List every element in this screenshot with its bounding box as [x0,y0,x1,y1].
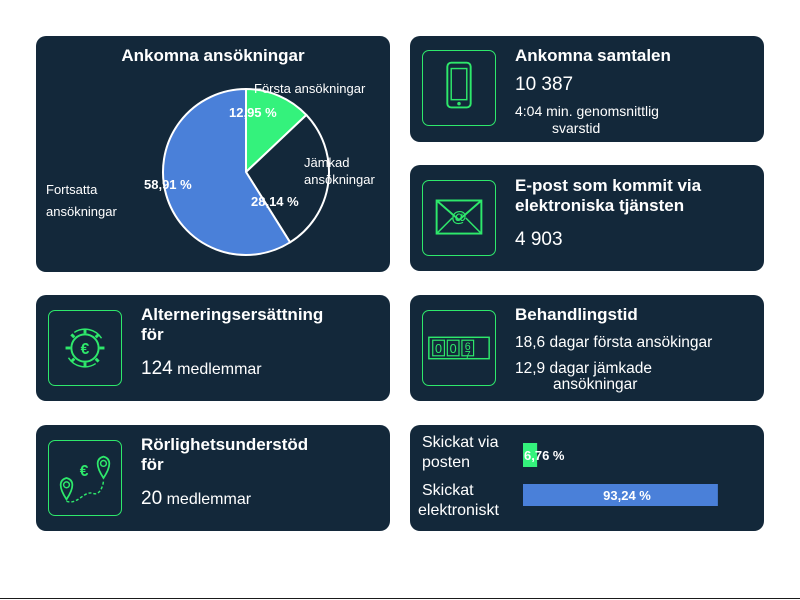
alternation-title-line2: för [141,325,164,344]
alternation-card: € Alterneringsersättning för 124 medlemm… [36,295,390,401]
alternation-title-line1: Alterneringsersättning [141,305,324,324]
calls-count: 10 387 [515,74,574,95]
mobility-value: 20 medlemmar [141,488,251,510]
alternation-count: 124 [141,358,173,379]
email-count: 4 903 [515,229,563,250]
sending-elec-line2: elektroniskt [418,502,499,519]
pie-slice-first [245,87,308,175]
processing-card: 0 0 6 7 Behandlingstid 18,6 dagar första… [410,295,764,401]
sending-post-line1: Skickat via [422,434,499,451]
bar-elec [523,484,718,506]
svg-text:€: € [80,463,89,480]
pie-value-continued: 58,91 % [144,177,192,192]
counter-digit-1: 0 [435,342,442,356]
sending-elec-line1: Skickat [422,482,474,499]
email-icon: @ [422,180,496,256]
calls-title: Ankomna samtalen [515,46,671,65]
mobility-title-line1: Rörlighetsunderstöd [141,435,309,454]
alternation-value: 124 medlemmar [141,358,262,380]
counter-digit-4: 7 [465,350,471,362]
counter-digit-3: 6 [465,341,471,353]
mobility-count: 20 [141,488,163,509]
euro-gear-icon: € [48,310,122,386]
pie-value-first: 12,95 % [229,105,277,120]
bar-post [523,443,538,467]
sending-card: Skickat via posten Skickat elektroniskt … [410,425,764,531]
calls-avg-line1: 4:04 min. genomsnittlig [515,103,659,119]
counter-digit-2: 0 [450,342,457,356]
mobility-unit: medlemmar [166,491,252,508]
applications-card: Ankomna ansökningar Första ansökningar J… [36,36,390,272]
calls-card: Ankomna samtalen 10 387 4:04 min. genoms… [410,36,764,142]
bar-value-elec: 93,24 % [603,488,651,503]
email-title-line1: E-post som kommit via [515,176,702,195]
phone-icon [422,50,496,126]
sending-post-line2: posten [422,454,471,471]
mobility-title-line2: för [141,455,164,474]
pie-label-continued-1: Fortsatta [46,182,98,197]
processing-adjusted-line1: 12,9 dagar jämkade [515,360,653,377]
pie-label-first: Första ansökningar [254,81,366,96]
pie-label-adjusted-1: Jämkad [304,155,350,170]
pie-value-adjusted: 28,14 % [251,194,299,209]
applications-pie-chart: Första ansökningar Jämkad ansökningar Fo… [46,81,375,256]
svg-text:€: € [81,341,90,358]
mobility-card: € Rörlighetsunderstöd för 20 medlemmar [36,425,390,531]
svg-text:@: @ [451,209,466,226]
sending-bar-chart: 6,76 % 93,24 % [523,443,718,506]
processing-first: 18,6 dagar första ansökingar [515,334,713,351]
pie-slice-continued [162,87,292,256]
pie-slice-adjusted [244,113,330,244]
email-title-line2: elektroniska tjänsten [515,196,685,215]
bottom-divider [0,598,800,599]
email-card: @ E-post som kommit via elektroniska tjä… [410,165,764,271]
alternation-unit: medlemmar [177,361,262,378]
calls-avg-line2: svarstid [552,120,601,136]
processing-title: Behandlingstid [515,305,638,324]
pie-label-continued-2: ansökningar [46,204,117,219]
bar-value-post: 6,76 % [524,448,565,463]
pie-label-adjusted-2: ansökningar [304,172,375,187]
applications-title: Ankomna ansökningar [121,46,305,65]
counter-icon: 0 0 6 7 [422,310,496,386]
map-pin-euro-icon: € [48,440,122,516]
processing-adjusted-line2: ansökningar [553,376,638,393]
